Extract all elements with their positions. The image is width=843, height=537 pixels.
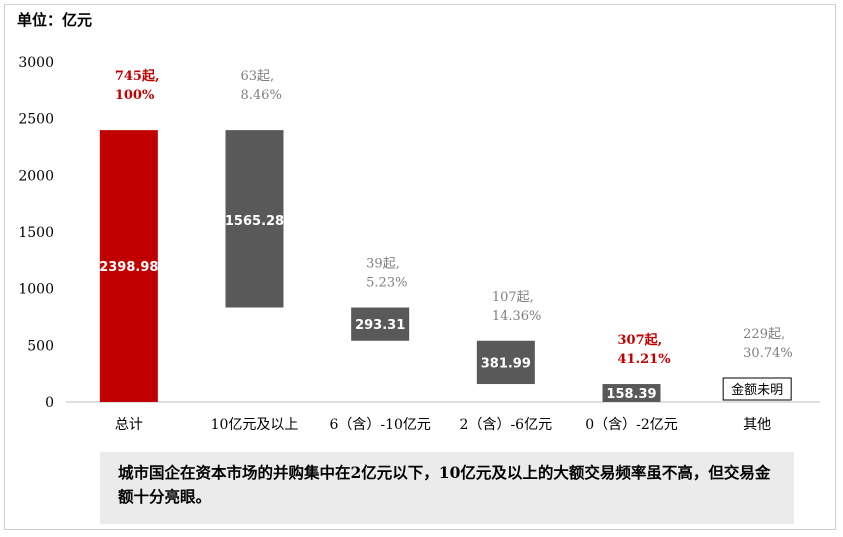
note-box: 城市国企在资本市场的并购集中在2亿元以下，10亿元及以上的大额交易频率虽不高，但… [100, 452, 794, 524]
y-tick-label: 2000 [18, 168, 54, 184]
y-tick-label: 3000 [18, 55, 54, 71]
bar-value-label: 1565.28 [225, 214, 284, 229]
bar-value-label: 2398.98 [99, 260, 158, 275]
x-tick-label: 2（含）-6亿元 [460, 417, 553, 433]
bar [99, 130, 158, 402]
x-tick-label: 其他 [743, 417, 771, 433]
unknown-amount-box [722, 377, 792, 401]
y-tick-label: 2500 [18, 112, 54, 128]
bar [476, 340, 535, 385]
count-label: 745起, [115, 68, 160, 84]
percent-label: 14.36% [492, 309, 542, 324]
bar-value-label: 293.31 [355, 318, 405, 333]
count-label: 107起, [492, 290, 534, 305]
bar [225, 130, 284, 308]
count-label: 229起, [743, 327, 785, 342]
bar-value-label: 158.39 [606, 387, 656, 402]
percent-label: 8.46% [241, 88, 282, 103]
count-label: 39起, [366, 257, 400, 272]
note-text: 城市国企在资本市场的并购集中在2亿元以下，10亿元及以上的大额交易频率虽不高，但… [118, 463, 771, 506]
y-tick-label: 1500 [18, 225, 54, 241]
y-tick-label: 1000 [18, 282, 54, 298]
x-tick-label: 6（含）-10亿元 [329, 417, 430, 433]
y-tick-label: 500 [27, 338, 54, 354]
unit-label: 单位：亿元 [17, 11, 93, 29]
bar-value-label: 381.99 [481, 356, 531, 371]
percent-label: 41.21% [618, 352, 672, 367]
percent-label: 100% [115, 88, 155, 103]
x-tick-label: 10亿元及以上 [211, 417, 299, 433]
y-tick-label: 0 [45, 395, 54, 411]
count-label: 63起, [241, 69, 275, 84]
percent-label: 5.23% [366, 276, 407, 291]
waterfall-chart: 0 500 1000 1500 2000 2500 3000 总计 10亿元及以上 6（含）-10… [18, 55, 820, 433]
x-tick-label: 总计 [115, 417, 143, 433]
x-tick-label: 0（含）-2亿元 [585, 417, 678, 433]
percent-label: 30.74% [743, 346, 793, 361]
count-label: 307起, [618, 332, 663, 348]
bar [351, 307, 410, 341]
bar [602, 384, 661, 402]
unknown-amount-label: 金额未明 [731, 382, 783, 398]
